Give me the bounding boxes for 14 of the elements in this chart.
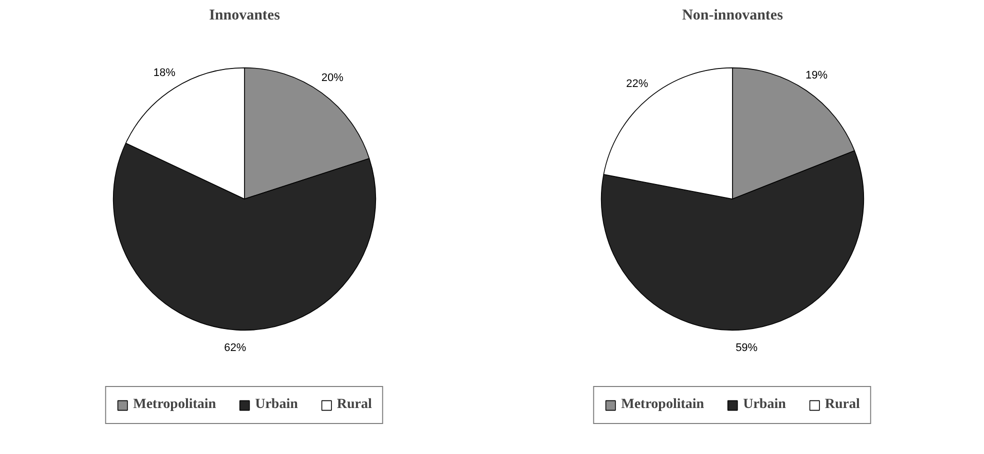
legend-label: Rural (336, 397, 372, 413)
data-label: 18% (153, 66, 176, 79)
legend-label: Rural (824, 397, 860, 413)
chart-title: Innovantes (209, 8, 280, 24)
legend-label: Metropolitain (621, 397, 704, 413)
legend-label: Urbain (743, 397, 786, 413)
data-label: 22% (626, 78, 648, 90)
data-label: 19% (806, 69, 828, 82)
legend-label: Metropolitain (133, 397, 216, 413)
chart-title: Non-innovantes (682, 8, 784, 24)
data-label: 62% (224, 342, 246, 354)
data-label: 59% (736, 342, 758, 354)
legend-label: Urbain (255, 397, 298, 413)
data-label: 20% (321, 72, 344, 84)
